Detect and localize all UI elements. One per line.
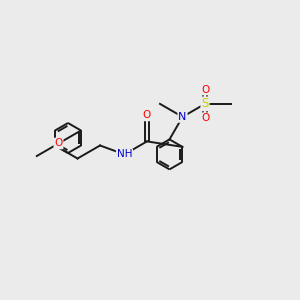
- Text: O: O: [54, 139, 63, 148]
- Text: S: S: [201, 98, 209, 110]
- Text: O: O: [201, 113, 209, 123]
- Text: NH: NH: [117, 149, 132, 159]
- Text: O: O: [143, 110, 151, 120]
- Text: N: N: [178, 112, 187, 122]
- Text: O: O: [201, 85, 209, 94]
